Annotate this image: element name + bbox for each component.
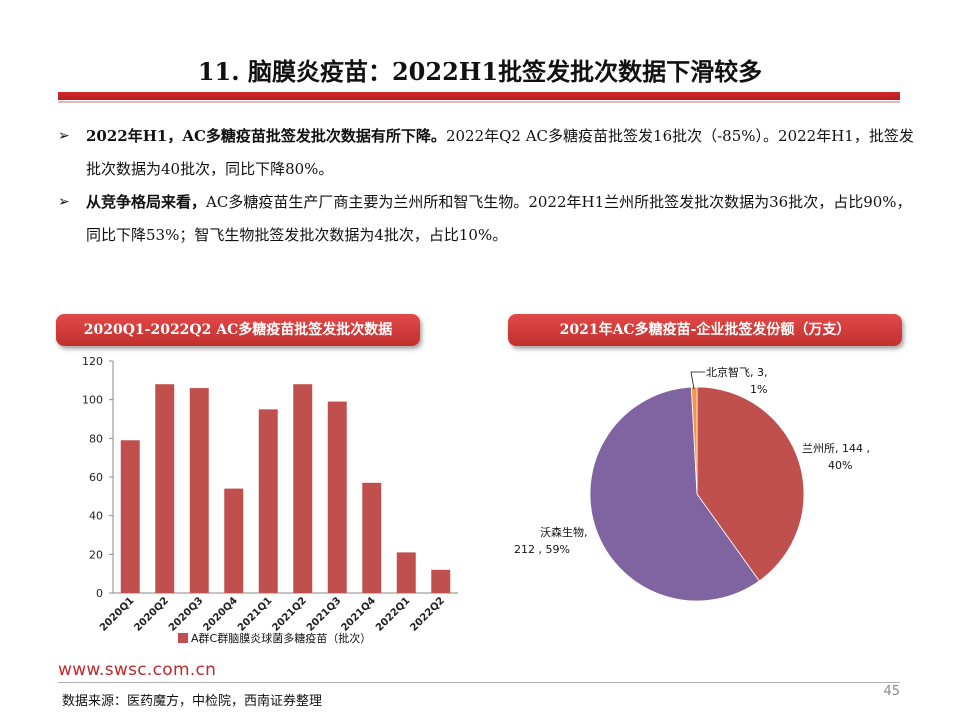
- arrow-bullet-icon: ➢: [58, 128, 70, 144]
- bullet-item: ➢ 2022年H1，AC多糖疫苗批签发批次数据有所下降。2022年Q2 AC多糖…: [58, 120, 918, 186]
- page-title: 11. 脑膜炎疫苗：2022H1批签发批次数据下滑较多: [197, 57, 763, 86]
- pie-label-lanzhou: 兰州所, 144 , 40%: [802, 442, 870, 472]
- y-tick-label: 0: [96, 587, 103, 600]
- y-tick-label: 40: [89, 510, 103, 523]
- title-rule: [58, 92, 900, 100]
- bar: [224, 488, 244, 593]
- pie-chart-title: 2021年AC多糖疫苗-企业批签发份额（万支）: [508, 314, 902, 346]
- bar: [189, 388, 209, 593]
- bullet-item: ➢ 从竞争格局来看，AC多糖疫苗生产厂商主要为兰州所和智飞生物。2022年H1兰…: [58, 186, 918, 252]
- bar-chart-legend: A群C群脑膜炎球菌多糖疫苗（批次）: [178, 630, 371, 646]
- bar: [362, 482, 382, 593]
- bullet-lead: 2022年H1，AC多糖疫苗批签发批次数据有所下降。: [86, 127, 446, 145]
- data-source: 数据来源：医药魔方，中检院，西南证券整理: [62, 694, 323, 709]
- x-tick-label: 2021Q3: [305, 595, 343, 633]
- x-tick-label: 2022Q2: [408, 595, 446, 633]
- arrow-bullet-icon: ➢: [58, 194, 70, 210]
- footer-logo: www.swsc.com.cn: [58, 660, 217, 680]
- legend-label: A群C群脑膜炎球菌多糖疫苗（批次）: [191, 632, 372, 645]
- bar: [155, 384, 175, 593]
- pie-label-beijing: 北京智飞, 3, 1%: [706, 366, 768, 396]
- pie-label-wosen: 沃森生物, 212 , 59%: [514, 526, 588, 556]
- bullet-list: ➢ 2022年H1，AC多糖疫苗批签发批次数据有所下降。2022年Q2 AC多糖…: [58, 120, 918, 252]
- x-tick-label: 2022Q1: [374, 595, 412, 633]
- y-tick-label: 100: [82, 394, 103, 407]
- pie-slice: [589, 386, 760, 602]
- bar: [293, 384, 313, 593]
- page-number: 45: [883, 684, 900, 699]
- bullet-text: AC多糖疫苗生产厂商主要为兰州所和智飞生物。2022年H1兰州所批签发批次数据为…: [86, 193, 912, 244]
- bar: [431, 569, 451, 593]
- y-tick-label: 80: [89, 432, 103, 445]
- bar: [258, 409, 278, 593]
- x-tick-label: 2021Q2: [270, 595, 308, 633]
- pie-leader-line: [690, 371, 705, 390]
- y-tick-label: 120: [82, 355, 103, 368]
- x-tick-label: 2020Q4: [201, 595, 239, 633]
- y-tick-label: 20: [89, 548, 103, 561]
- bar-chart: 0204060801001202020Q12020Q22020Q32020Q42…: [82, 355, 458, 634]
- x-tick-label: 2020Q1: [98, 595, 136, 633]
- title-rule-shadow: [58, 101, 900, 103]
- bullet-text: 2022年Q2 AC多糖疫苗批签发16批次（-85%）。2022年H1，批签发批…: [86, 127, 914, 178]
- bar: [396, 552, 416, 593]
- y-tick-label: 60: [89, 471, 103, 484]
- x-tick-label: 2020Q2: [132, 595, 170, 633]
- x-tick-label: 2021Q1: [236, 595, 274, 633]
- x-tick-label: 2020Q3: [167, 595, 205, 633]
- legend-swatch: [178, 633, 188, 643]
- footer-rule: [58, 682, 900, 683]
- pie-slice: [690, 386, 698, 495]
- bar-chart-title: 2020Q1-2022Q2 AC多糖疫苗批签发批次数据: [56, 314, 420, 346]
- bar: [120, 440, 140, 593]
- bar: [327, 401, 347, 593]
- pie-chart: [589, 371, 805, 602]
- bullet-lead: 从竞争格局来看，: [86, 193, 207, 211]
- pie-slice: [696, 386, 805, 582]
- x-tick-label: 2021Q4: [339, 595, 377, 633]
